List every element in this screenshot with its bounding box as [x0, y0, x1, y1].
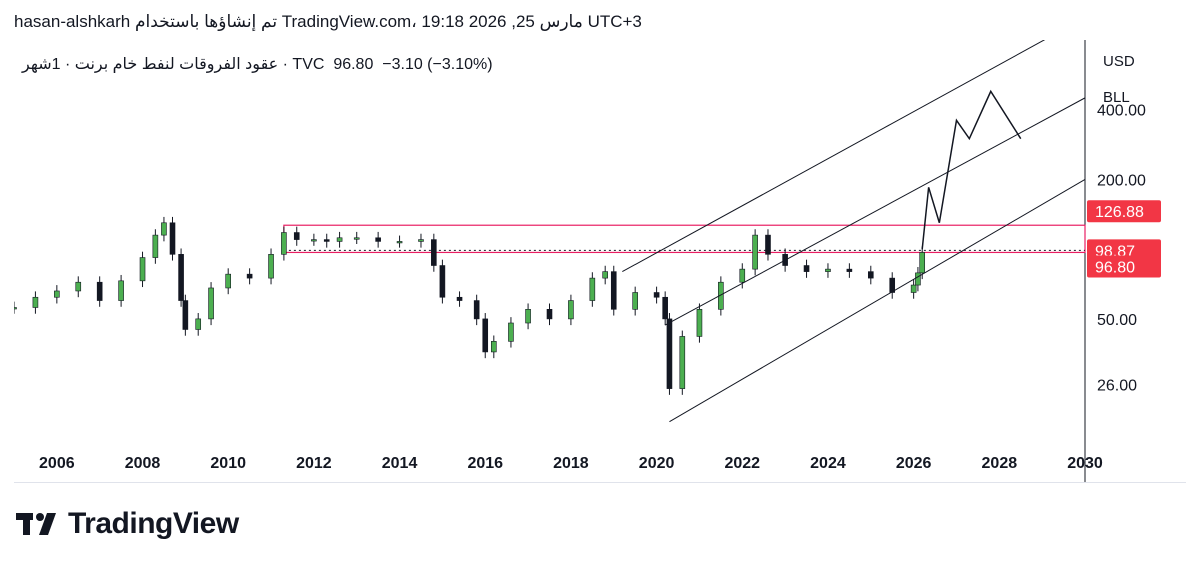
candle[interactable]: [225, 273, 231, 289]
candle[interactable]: [281, 232, 287, 255]
candle[interactable]: [508, 322, 514, 342]
candle[interactable]: [32, 296, 39, 308]
candle[interactable]: [473, 300, 480, 320]
candle[interactable]: [195, 318, 202, 330]
chart-header-text: hasan-alshkarh تم إنشاؤها باستخدام Tradi…: [14, 12, 642, 31]
brand-name: TradingView: [68, 507, 239, 540]
channel-line-2[interactable]: [664, 97, 1086, 326]
candle[interactable]: [482, 318, 489, 353]
candle[interactable]: [439, 265, 446, 298]
candle[interactable]: [632, 292, 638, 310]
price-change: −3.10 (−3.10%): [382, 56, 493, 73]
candle[interactable]: [568, 300, 574, 320]
candle[interactable]: [919, 252, 926, 274]
candle[interactable]: [118, 280, 124, 301]
price-badge-label: 96.80: [1095, 259, 1135, 276]
symbol-legend: عقود الفروقات لنفط خام برنت · 1شهر · TVC…: [22, 54, 493, 74]
candle[interactable]: [375, 237, 381, 242]
candle[interactable]: [765, 234, 771, 255]
projection-path[interactable]: [921, 89, 1022, 250]
candle[interactable]: [11, 307, 17, 310]
time-tick-label: 2006: [39, 455, 75, 472]
candle[interactable]: [739, 268, 746, 283]
price-tick-label: 50.00: [1097, 312, 1137, 329]
time-tick-label: 2016: [467, 455, 503, 472]
time-tick-label: 2012: [296, 455, 332, 472]
candle[interactable]: [268, 254, 274, 279]
candle[interactable]: [353, 237, 360, 240]
channel-line-1[interactable]: [622, 17, 1086, 273]
candle[interactable]: [910, 284, 917, 293]
time-tick-label: 2008: [125, 455, 161, 472]
candle[interactable]: [546, 309, 553, 320]
candle[interactable]: [602, 271, 608, 279]
time-tick-label: 2026: [896, 455, 932, 472]
candle[interactable]: [139, 257, 146, 282]
price-unit-volume: BLL: [1103, 89, 1130, 106]
price-tick-label: 200.00: [1097, 172, 1146, 189]
candle[interactable]: [336, 237, 343, 242]
time-tick-label: 2022: [724, 455, 760, 472]
candle[interactable]: [752, 234, 758, 270]
candle[interactable]: [431, 239, 437, 266]
candle[interactable]: [610, 271, 617, 310]
time-tick-label: 2020: [639, 455, 675, 472]
channel-line-3[interactable]: [669, 179, 1086, 423]
candle[interactable]: [803, 265, 810, 272]
symbol-name: عقود الفروقات لنفط خام برنت · 1شهر · TVC: [22, 56, 325, 73]
candle[interactable]: [846, 268, 853, 272]
candle[interactable]: [653, 292, 660, 298]
price-tick-label: 400.00: [1097, 103, 1146, 120]
candle[interactable]: [323, 239, 330, 242]
candle[interactable]: [311, 239, 317, 242]
time-tick-label: 2010: [210, 455, 246, 472]
candle[interactable]: [152, 234, 159, 258]
price-badge: [1087, 200, 1161, 223]
candle[interactable]: [54, 290, 60, 298]
price-chart[interactable]: USDBLL400.00200.00100.0050.0026.00126.88…: [11, 17, 1186, 482]
candle[interactable]: [666, 318, 673, 389]
candle[interactable]: [178, 254, 184, 301]
candle[interactable]: [96, 281, 103, 301]
last-price: 96.80: [333, 56, 374, 73]
price-badge-label: 126.88: [1095, 204, 1144, 221]
time-tick-label: 2030: [1067, 455, 1103, 472]
time-tick-label: 2014: [382, 455, 418, 472]
candle[interactable]: [662, 296, 668, 320]
candle[interactable]: [208, 287, 214, 320]
price-tick-label: 26.00: [1097, 378, 1137, 395]
candle[interactable]: [491, 341, 497, 353]
tradingview-logo: TradingView: [16, 507, 239, 541]
candle[interactable]: [293, 232, 300, 240]
candle[interactable]: [525, 309, 531, 324]
candle[interactable]: [696, 309, 703, 337]
candle[interactable]: [456, 296, 463, 301]
candle[interactable]: [589, 277, 596, 301]
candle[interactable]: [246, 273, 253, 279]
candle[interactable]: [396, 241, 403, 244]
price-badge: [1087, 255, 1161, 278]
candle[interactable]: [418, 239, 424, 242]
candle[interactable]: [867, 271, 874, 279]
candle[interactable]: [169, 222, 176, 255]
time-tick-label: 2024: [810, 455, 846, 472]
time-tick-label: 2018: [553, 455, 589, 472]
resistance-zone: [283, 224, 1086, 254]
candle[interactable]: [75, 281, 82, 292]
time-tick-label: 2028: [982, 455, 1018, 472]
candle[interactable]: [182, 300, 189, 330]
price-unit-currency: USD: [1103, 53, 1135, 70]
chart-area[interactable]: USDBLL400.00200.00100.0050.0026.00126.88…: [11, 17, 1186, 483]
candle[interactable]: [161, 222, 167, 236]
candle[interactable]: [679, 336, 686, 389]
candle[interactable]: [889, 277, 896, 293]
candle[interactable]: [825, 268, 831, 272]
candle[interactable]: [915, 272, 921, 286]
tradingview-logo-icon: [16, 513, 56, 535]
